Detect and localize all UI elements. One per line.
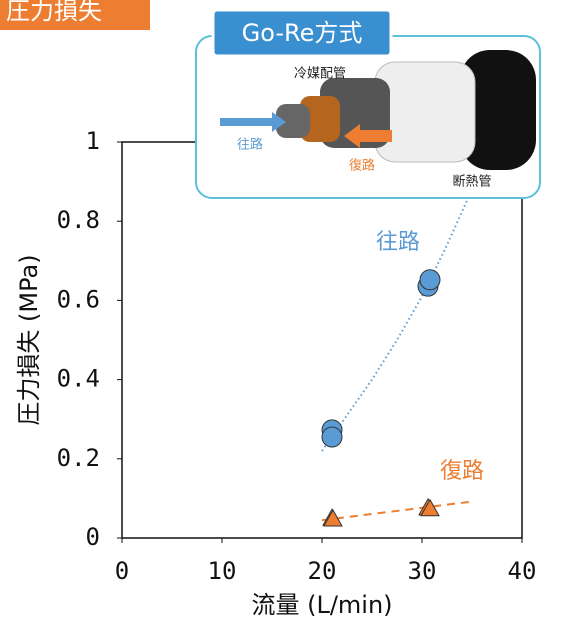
inset-label: 断熱管 bbox=[452, 175, 491, 190]
inset-tab bbox=[211, 8, 393, 58]
arrow-back bbox=[344, 124, 392, 148]
badge-label: 圧力損失 bbox=[6, 0, 102, 25]
x-tick-label: 30 bbox=[408, 557, 437, 585]
trend-line bbox=[321, 189, 473, 452]
point bbox=[420, 498, 440, 517]
point bbox=[323, 508, 343, 527]
y-tick-label: 0.6 bbox=[57, 285, 100, 313]
y-tick-label: 1 bbox=[86, 127, 100, 155]
cable-jacket bbox=[460, 50, 536, 170]
x-tick-label: 40 bbox=[508, 557, 537, 585]
point bbox=[419, 269, 441, 291]
y-axis-label: 圧力損失 (MPa) bbox=[15, 254, 43, 425]
cable-copper bbox=[300, 96, 340, 142]
inset: Go-Re方式 冷媒配管 往路 復路 断熱管 bbox=[195, 8, 541, 199]
x-tick-label: 10 bbox=[208, 557, 237, 585]
series-label: 往路 bbox=[376, 230, 420, 255]
arrow-out bbox=[220, 112, 286, 132]
point bbox=[321, 426, 343, 448]
x-tick-label: 0 bbox=[115, 557, 129, 585]
y-tick-label: 0.4 bbox=[57, 365, 100, 393]
inset-label: 往路 bbox=[237, 137, 263, 153]
inset-label: 復路 bbox=[349, 158, 375, 174]
trend-line bbox=[321, 500, 473, 522]
x-tick-label: 20 bbox=[308, 557, 337, 585]
y-tick-label: 0 bbox=[86, 523, 100, 551]
y-tick-label: 0.8 bbox=[57, 206, 100, 234]
badge-box bbox=[0, 0, 150, 30]
y-tick-label: 0.2 bbox=[57, 444, 100, 472]
series-label: 復路 bbox=[440, 459, 484, 484]
cable-inner bbox=[276, 104, 310, 138]
x-axis-label: 流量 (L/min) bbox=[251, 591, 392, 619]
inset-title: Go-Re方式 bbox=[242, 19, 363, 47]
inset-label: 冷媒配管 bbox=[294, 67, 346, 82]
